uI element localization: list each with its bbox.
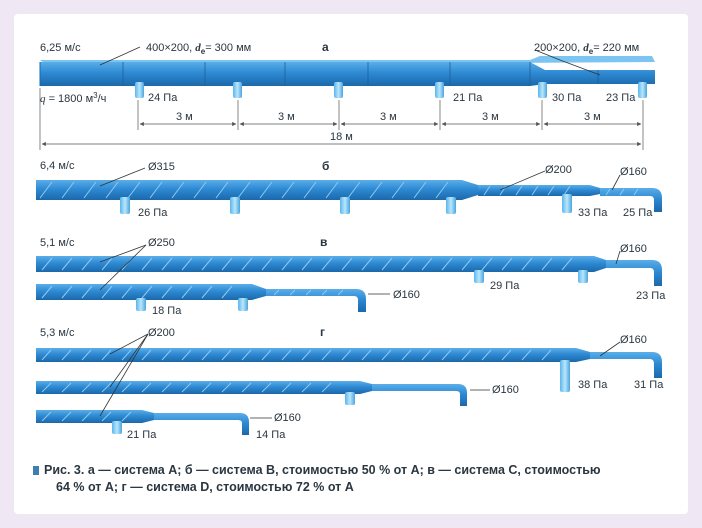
duct-b-main: [36, 180, 462, 200]
outlet: [135, 82, 144, 98]
a-dimension-lines: [39, 88, 644, 150]
outlet: [230, 197, 240, 214]
duct-c-reducer: [594, 256, 606, 272]
outlet: [538, 82, 547, 98]
duct-b-end-elbow: [600, 188, 662, 212]
system-b: 6,4 м/с б Ø315 Ø200 Ø160 26 Па 33 Па 25 …: [36, 159, 662, 219]
outlet: [446, 197, 456, 214]
duct-c-spiral: [41, 257, 573, 299]
d-diameter-4: Ø160: [274, 412, 301, 424]
outlet: [120, 197, 130, 214]
duct-d-reducer: [576, 348, 590, 362]
a-pressure-3: 30 Па: [552, 92, 582, 104]
duct-d-branch-2: [36, 410, 142, 423]
c-title: в: [320, 235, 327, 249]
duct-d-end-elbow: [590, 352, 662, 378]
duct-c-end-elbow: [606, 260, 662, 286]
duct-d-branch-2-reducer: [142, 410, 154, 423]
c-pressure-1: 29 Па: [490, 280, 520, 292]
duct-a-main: [40, 62, 655, 86]
a-velocity: 6,25 м/с: [40, 42, 81, 54]
system-c: 5,1 м/с в Ø250 Ø160 Ø160 29 Па 23 Па 18 …: [36, 235, 666, 317]
c-pressure-3: 18 Па: [152, 305, 182, 317]
duct-c-main: [36, 256, 594, 272]
outlet: [238, 298, 248, 311]
d-velocity: 5,3 м/с: [40, 327, 75, 339]
outlet: [136, 298, 146, 311]
outlets-c: [136, 270, 588, 311]
outlets-a: [135, 82, 647, 98]
duct-a-seams: [122, 62, 599, 86]
outlets-b: [120, 194, 572, 214]
figure-caption: Рис. 3. а — система А; б — система В, ст…: [33, 462, 684, 496]
duct-b-reducer-2: [590, 185, 600, 196]
b-pressure-2: 33 Па: [578, 207, 608, 219]
outlet: [578, 270, 588, 283]
c-diameter-2: Ø160: [393, 289, 420, 301]
a-pressure-2: 21 Па: [453, 92, 483, 104]
a-pressure-1: 24 Па: [148, 92, 178, 104]
c-velocity: 5,1 м/с: [40, 237, 75, 249]
outlet: [638, 82, 647, 98]
a-spacing-2: 3 м: [278, 111, 295, 123]
outlet: [345, 392, 355, 405]
duct-d-spiral: [41, 349, 552, 422]
c-diameter-1: Ø250: [148, 237, 175, 249]
b-diameter-1: Ø315: [148, 161, 175, 173]
duct-b-mid: [478, 185, 590, 196]
system-a: 6,25 м/с 400×200, de= 300 мм а 200×200, …: [39, 40, 655, 150]
duct-d-branch-1: [36, 381, 360, 394]
d-diameter-3: Ø160: [492, 384, 519, 396]
a-pressure-4: 23 Па: [606, 92, 636, 104]
caption-bullet: [33, 466, 39, 475]
b-diameter-3: Ø160: [620, 166, 647, 178]
duct-b-spiral: [39, 181, 639, 199]
outlet: [233, 82, 242, 98]
a-section-end: 200×200, de= 220 мм: [534, 42, 639, 56]
outlet: [560, 360, 570, 392]
d-diameter-2: Ø160: [620, 334, 647, 346]
c-diameter-3: Ø160: [620, 243, 647, 255]
outlets-d: [112, 360, 570, 434]
a-section-main: 400×200, de= 300 мм: [146, 42, 251, 56]
a-total-length: 18 м: [330, 131, 353, 143]
a-title: а: [322, 40, 329, 54]
duct-c-branch-elbow: [266, 289, 366, 312]
system-d: 5,3 м/с г Ø200 Ø160 Ø160 Ø160 38 Па 31 П…: [36, 325, 664, 441]
a-spacing-4: 3 м: [482, 111, 499, 123]
duct-c-branch-reducer: [252, 284, 266, 300]
a-spacing-1: 3 м: [176, 111, 193, 123]
duct-c-branch: [36, 284, 252, 300]
outlet: [340, 197, 350, 214]
b-pressure-3: 25 Па: [623, 207, 653, 219]
d-diameter-1: Ø200: [148, 327, 175, 339]
d-title: г: [320, 325, 325, 339]
b-title: б: [322, 159, 329, 173]
b-velocity: 6,4 м/с: [40, 160, 75, 172]
caption-line-1: Рис. 3. а — система А; б — система В, ст…: [44, 463, 601, 477]
outlet: [435, 82, 444, 98]
outlet: [474, 270, 484, 283]
d-pressure-1: 38 Па: [578, 379, 608, 391]
caption-line-2: 64 % от А; г — система D, стоимостью 72 …: [56, 480, 354, 494]
duct-d-branch-1-reducer: [360, 381, 372, 394]
b-pressure-1: 26 Па: [138, 207, 168, 219]
a-spacing-5: 3 м: [584, 111, 601, 123]
a-spacing-3: 3 м: [380, 111, 397, 123]
b-diameter-2: Ø200: [545, 164, 572, 176]
duct-d-branch-1-elbow: [372, 384, 467, 406]
duct-b-reducer: [462, 180, 478, 200]
outlet: [334, 82, 343, 98]
d-pressure-4: 14 Па: [256, 429, 286, 441]
outlet: [112, 421, 122, 434]
outlet: [562, 194, 572, 213]
duct-d-branch-2-elbow: [154, 413, 249, 435]
d-pressure-3: 21 Па: [127, 429, 157, 441]
d-pressure-2: 31 Па: [634, 379, 664, 391]
a-flow: q = 1800 м3/ч: [40, 91, 106, 105]
c-pressure-2: 23 Па: [636, 290, 666, 302]
